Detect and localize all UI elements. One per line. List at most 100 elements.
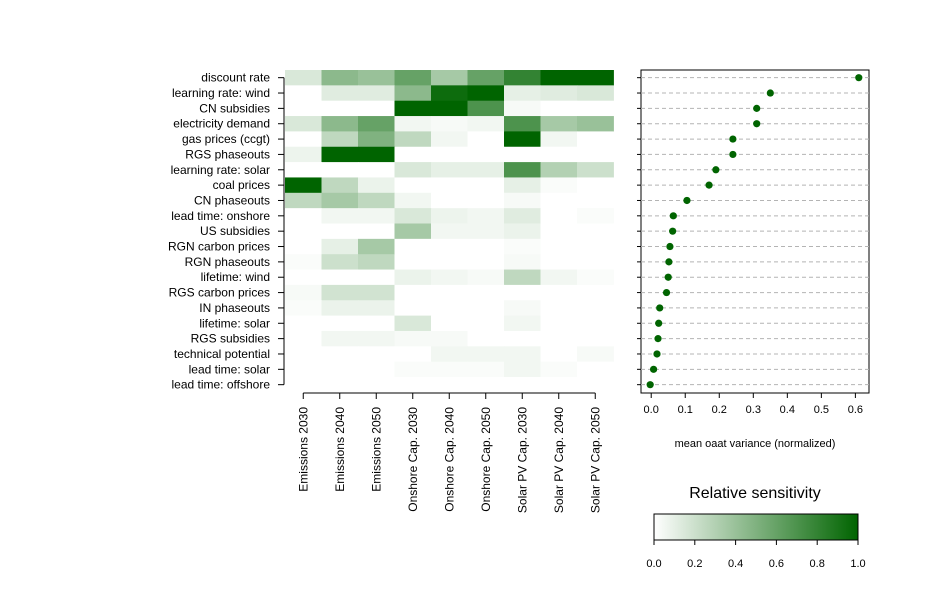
heatmap-cell-coal-prices-emissions-2040 [321,177,359,194]
heatmap-cell-cn-phaseouts-emissions-2040 [321,192,359,209]
heatmap-cell-learning-rate-solar-solar-pv-cap-2050 [577,162,614,178]
heatmap-row-label-rgs-phaseouts: RGS phaseouts [185,147,270,161]
heatmap-cell-rgs-phaseouts-emissions-2040 [321,146,359,163]
colorbar-title: Relative sensitivity [689,485,821,502]
heatmap-cell-lifetime-wind-emissions-2050 [358,269,395,286]
heatmap-cell-lifetime-solar-emissions-2030 [285,315,322,332]
heatmap-cell-rgs-subsidies-solar-pv-cap-2040 [540,330,578,347]
heatmap-cell-rgs-carbon-prices-onshore-cap-2030 [394,284,432,301]
heatmap-cell-lead-time-offshore-emissions-2030 [285,377,322,393]
heatmap-cell-lifetime-solar-onshore-cap-2040 [431,315,468,332]
heatmap-cell-lifetime-solar-solar-pv-cap-2030 [504,315,541,332]
heatmap-row-label-cn-phaseouts: CN phaseouts [194,193,270,207]
heatmap-cell-rgs-phaseouts-emissions-2030 [285,146,322,163]
dot-plot-point-us-subsidies [669,227,677,235]
heatmap-cell-electricity-demand-onshore-cap-2040 [431,116,468,132]
heatmap-cell-rgn-phaseouts-solar-pv-cap-2040 [540,254,578,270]
heatmap-cell-cn-phaseouts-emissions-2050 [358,192,395,209]
heatmap-cell-us-subsidies-solar-pv-cap-2040 [540,223,578,240]
heatmap-cell-gas-prices-ccgt-onshore-cap-2040 [431,131,468,148]
heatmap-cell-lead-time-onshore-emissions-2050 [358,208,395,224]
heatmap-cell-lead-time-offshore-emissions-2050 [358,377,395,393]
heatmap-column-label-emissions-2050: Emissions 2050 [369,407,383,492]
heatmap-cell-rgs-subsidies-emissions-2040 [321,330,359,347]
heatmap-cell-rgs-phaseouts-solar-pv-cap-2040 [540,146,578,163]
heatmap-cell-rgn-phaseouts-onshore-cap-2040 [431,254,468,270]
heatmap-cell-coal-prices-onshore-cap-2050 [467,177,505,194]
heatmap-row-label-cn-subsidies: CN subsidies [199,101,270,115]
colorbar-tick-label: 0.4 [728,558,743,570]
heatmap-cell-rgs-phaseouts-onshore-cap-2050 [467,146,505,163]
heatmap-column-label-onshore-cap-2030: Onshore Cap. 2030 [406,407,420,512]
heatmap-cell-learning-rate-solar-onshore-cap-2040 [431,162,468,178]
dot-plot-x-tick-label: 0.3 [746,404,761,416]
dot-plot-point-lifetime-solar [655,319,663,327]
heatmap-cell-rgs-carbon-prices-emissions-2030 [285,284,322,301]
heatmap-cell-rgs-carbon-prices-onshore-cap-2040 [431,284,468,301]
heatmap-cell-lifetime-solar-onshore-cap-2050 [467,315,505,332]
heatmap-cell-lead-time-solar-onshore-cap-2030 [394,361,432,378]
heatmap-cell-us-subsidies-emissions-2050 [358,223,395,240]
heatmap-cell-learning-rate-wind-solar-pv-cap-2030 [504,85,541,102]
heatmap-cell-learning-rate-solar-emissions-2050 [358,162,395,178]
heatmap-cell-learning-rate-wind-emissions-2050 [358,85,395,102]
heatmap-cell-lead-time-solar-solar-pv-cap-2030 [504,361,541,378]
heatmap-cell-learning-rate-solar-solar-pv-cap-2040 [540,162,578,178]
heatmap-column-label-emissions-2030: Emissions 2030 [296,407,310,492]
heatmap-cell-learning-rate-wind-onshore-cap-2030 [394,85,432,102]
heatmap-cell-cn-phaseouts-onshore-cap-2050 [467,192,505,209]
heatmap-cell-in-phaseouts-onshore-cap-2040 [431,300,468,316]
heatmap-cell-gas-prices-ccgt-onshore-cap-2050 [467,131,505,148]
heatmap-row-label-rgs-carbon-prices: RGS carbon prices [169,286,270,300]
heatmap-cell-us-subsidies-onshore-cap-2050 [467,223,505,240]
heatmap-column-label-solar-pv-cap-2030: Solar PV Cap. 2030 [515,407,529,513]
colorbar-tick-label: 0.6 [769,558,784,570]
heatmap-cell-gas-prices-ccgt-onshore-cap-2030 [394,131,432,148]
heatmap-cell-electricity-demand-onshore-cap-2030 [394,116,432,132]
heatmap-cell-learning-rate-wind-onshore-cap-2040 [431,85,468,102]
heatmap-cell-learning-rate-solar-emissions-2030 [285,162,322,178]
dot-plot-x-tick-label: 0.5 [814,404,829,416]
heatmap-cell-lead-time-solar-emissions-2050 [358,361,395,378]
colorbar-tick-label: 0.0 [646,558,661,570]
heatmap-cell-learning-rate-wind-emissions-2040 [321,85,359,102]
heatmap-cell-rgs-phaseouts-emissions-2050 [358,146,395,163]
heatmap-cell-cn-subsidies-emissions-2030 [285,100,322,117]
heatmap-cell-rgn-carbon-prices-onshore-cap-2040 [431,238,468,255]
dot-plot-point-cn-phaseouts [683,196,691,205]
heatmap-row-label-discount-rate: discount rate [201,71,270,85]
heatmap-cell-coal-prices-emissions-2050 [358,177,395,194]
dot-plot-point-lifetime-wind [664,273,672,281]
heatmap-cell-discount-rate-emissions-2030 [285,70,322,86]
heatmap-cell-rgn-phaseouts-solar-pv-cap-2050 [577,254,614,270]
heatmap-cell-cn-phaseouts-emissions-2030 [285,192,322,209]
heatmap-row-label-coal-prices: coal prices [213,178,270,192]
heatmap-cell-discount-rate-emissions-2040 [321,70,359,86]
heatmap-cell-coal-prices-emissions-2030 [285,177,322,194]
heatmap-cell-rgs-subsidies-onshore-cap-2050 [467,330,505,347]
heatmap-cell-rgn-carbon-prices-onshore-cap-2030 [394,238,432,255]
colorbar-tick-label: 0.8 [810,558,825,570]
heatmap-cell-lifetime-solar-solar-pv-cap-2050 [577,315,614,332]
dot-plot-x-tick-label: 0.1 [678,404,693,416]
heatmap-cell-coal-prices-onshore-cap-2040 [431,177,468,194]
heatmap-column-label-onshore-cap-2040: Onshore Cap. 2040 [442,407,456,512]
heatmap-cell-technical-potential-solar-pv-cap-2030 [504,346,541,363]
heatmap-cell-lead-time-offshore-solar-pv-cap-2040 [540,377,578,393]
heatmap-cell-lead-time-solar-onshore-cap-2050 [467,361,505,378]
heatmap-cell-electricity-demand-onshore-cap-2050 [467,116,505,132]
heatmap-cell-lead-time-solar-emissions-2030 [285,361,322,378]
heatmap-cell-rgn-carbon-prices-solar-pv-cap-2050 [577,238,614,255]
heatmap-cell-rgs-phaseouts-solar-pv-cap-2050 [577,146,614,163]
dot-plot-point-technical-potential [653,350,661,358]
heatmap-cell-us-subsidies-solar-pv-cap-2050 [577,223,614,240]
colorbar-tick-label: 0.2 [687,558,702,570]
heatmap-cell-rgs-subsidies-emissions-2050 [358,330,395,347]
heatmap-cell-discount-rate-onshore-cap-2030 [394,70,432,86]
heatmap-row-label-gas-prices-ccgt: gas prices (ccgt) [182,132,270,146]
heatmap-cell-learning-rate-solar-solar-pv-cap-2030 [504,162,541,178]
heatmap-cell-lead-time-onshore-solar-pv-cap-2040 [540,208,578,224]
heatmap-cell-cn-subsidies-onshore-cap-2030 [394,100,432,117]
